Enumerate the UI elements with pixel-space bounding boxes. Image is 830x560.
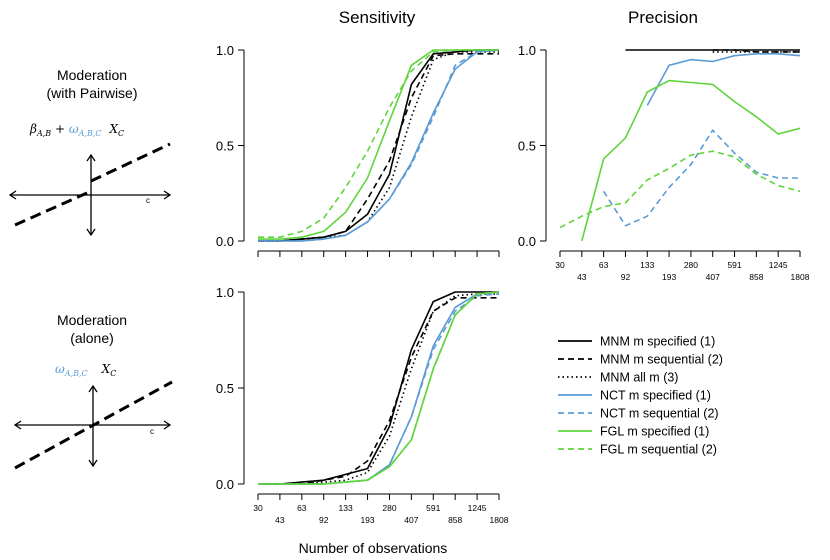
x-tick-label: 1245	[769, 260, 788, 270]
x-tick-label: 92	[319, 515, 329, 525]
series-line-mnm-m-sequential-2	[258, 296, 499, 485]
x-tick-label: 407	[706, 272, 720, 282]
series-line-mnm-m-specified-1	[258, 49, 499, 242]
x-tick-label: 858	[749, 272, 763, 282]
legend-label: NCT m sequential (2)	[600, 407, 719, 421]
x-tick-label: 193	[662, 272, 676, 282]
x-tick-label: 193	[360, 515, 374, 525]
x-tick-label: 1808	[490, 515, 509, 525]
legend-label: FGL m specified (1)	[600, 425, 709, 439]
x-tick-label: 858	[448, 515, 462, 525]
x-tick-label: 63	[297, 503, 307, 513]
row1-diagram-x-arrow-right	[163, 190, 172, 200]
row2-diagram-dashed-line	[14, 380, 173, 470]
row1-formula: βA,B + ωA,B,C XC	[29, 122, 124, 138]
row1-diagram	[8, 142, 172, 237]
row1-diagram-x-arrow-left	[8, 190, 17, 200]
row1-diagram-y-arrow-bottom	[86, 228, 96, 237]
y-tick-label: 1.0	[518, 43, 536, 58]
row2-formula: ωA,B,C XC	[55, 362, 116, 378]
x-tick-label: 30	[253, 503, 263, 513]
series-line-fgl-m-specified-1	[581, 79, 801, 242]
x-tick-label: 1808	[791, 272, 810, 282]
row2-diagram-x-arrow-right	[163, 420, 172, 430]
x-tick-label: 43	[275, 515, 285, 525]
series-line-fgl-m-specified-1	[258, 49, 499, 240]
row1-formula-beta-sub: A,B	[36, 129, 51, 138]
x-tick-label: 30	[555, 260, 565, 270]
column-title-sensitivity: Sensitivity	[339, 8, 416, 27]
row1-formula-x: X	[109, 122, 119, 136]
y-tick-label: 0.0	[216, 477, 234, 492]
row1-diagram-dashed-right	[90, 142, 171, 183]
series-line-nct-m-sequential-2	[258, 49, 500, 242]
x-tick-label: 591	[426, 503, 440, 513]
series-line-fgl-m-sequential-2	[258, 291, 500, 485]
y-tick-label: 1.0	[216, 285, 234, 300]
row1-diagram-y-arrow-top	[86, 153, 96, 162]
x-tick-label: 280	[382, 503, 396, 513]
row2-diagram-y-arrow-top	[88, 384, 98, 393]
y-tick-label: 0.0	[216, 234, 234, 249]
row1-title-line1: Moderation	[57, 67, 127, 83]
legend-label: MNM all m (3)	[600, 371, 678, 385]
y-tick-label: 0.0	[518, 234, 536, 249]
x-tick-label: 43	[577, 272, 587, 282]
x-tick-label: 280	[684, 260, 698, 270]
y-tick-label: 0.5	[216, 381, 234, 396]
series-line-mnm-m-sequential-2	[258, 52, 499, 242]
row1-formula-plus: +	[51, 122, 69, 136]
sensitivity-top-panel: 0.0 0.5 1.0	[216, 43, 500, 257]
series-line-mnm-m-specified-1	[258, 291, 499, 485]
legend-label: NCT m specified (1)	[600, 389, 711, 403]
row2-diagram	[13, 380, 173, 470]
row1-diagram-dashed-left	[14, 191, 88, 227]
y-tick-label: 1.0	[216, 43, 234, 58]
series-line-nct-m-sequential-2	[602, 129, 800, 227]
row2-formula-omega: ω	[55, 362, 65, 376]
row2-diagram-x-arrow-left	[13, 420, 22, 430]
series-line-mnm-all-m-3	[258, 51, 499, 242]
series-line-mnm-all-m-3	[258, 293, 499, 485]
row2-diagram-y-arrow-bottom	[88, 459, 98, 468]
row2-formula-x-sub: C	[110, 369, 116, 378]
row2-diagram-c-label: c	[150, 427, 154, 436]
x-tick-label: 133	[339, 503, 353, 513]
legend-label: FGL m sequential (2)	[600, 443, 717, 457]
legend-label: MNM m sequential (2)	[600, 353, 723, 367]
x-tick-label: 407	[404, 515, 418, 525]
row1-formula-omega: ω	[69, 122, 79, 136]
x-tick-label: 63	[599, 260, 609, 270]
row2-title-line1: Moderation	[57, 312, 127, 328]
x-tick-label: 133	[640, 260, 654, 270]
y-tick-label: 0.5	[216, 139, 234, 154]
series-line-nct-m-specified-1	[646, 52, 801, 106]
legend: MNM m specified (1) MNM m sequential (2) M…	[558, 335, 723, 457]
row1-formula-omega-sub: A,B,C	[78, 129, 102, 138]
row1-formula-x-sub: C	[118, 129, 124, 138]
y-tick-label: 0.5	[518, 139, 536, 154]
sensitivity-bottom-panel: 0.0 0.5 1.0 30 43 63 92 133 193 280 407 591 858 12451…	[216, 285, 509, 525]
legend-label: MNM m specified (1)	[600, 335, 715, 349]
series-line-fgl-m-sequential-2	[258, 49, 499, 238]
column-title-precision: Precision	[628, 8, 698, 27]
row1-formula-beta: β	[29, 122, 37, 136]
row2-formula-omega-sub: A,B,C	[64, 369, 88, 378]
precision-top-panel: 0.0 0.5 1.0 30 43 63 92 133 193 280 407 591 858 12451…	[518, 43, 810, 282]
row1-title-line2: (with Pairwise)	[46, 85, 137, 101]
row1-diagram-c-label: c	[146, 196, 150, 205]
series-line-fgl-m-sequential-2	[559, 150, 801, 229]
x-tick-label: 1245	[468, 503, 487, 513]
row2-formula-x: X	[101, 362, 111, 376]
x-tick-label: 591	[727, 260, 741, 270]
x-tick-label: 92	[621, 272, 631, 282]
series-line-nct-m-specified-1	[258, 49, 500, 242]
x-axis-label: Number of observations	[299, 540, 448, 556]
row2-title-line2: (alone)	[70, 330, 114, 346]
